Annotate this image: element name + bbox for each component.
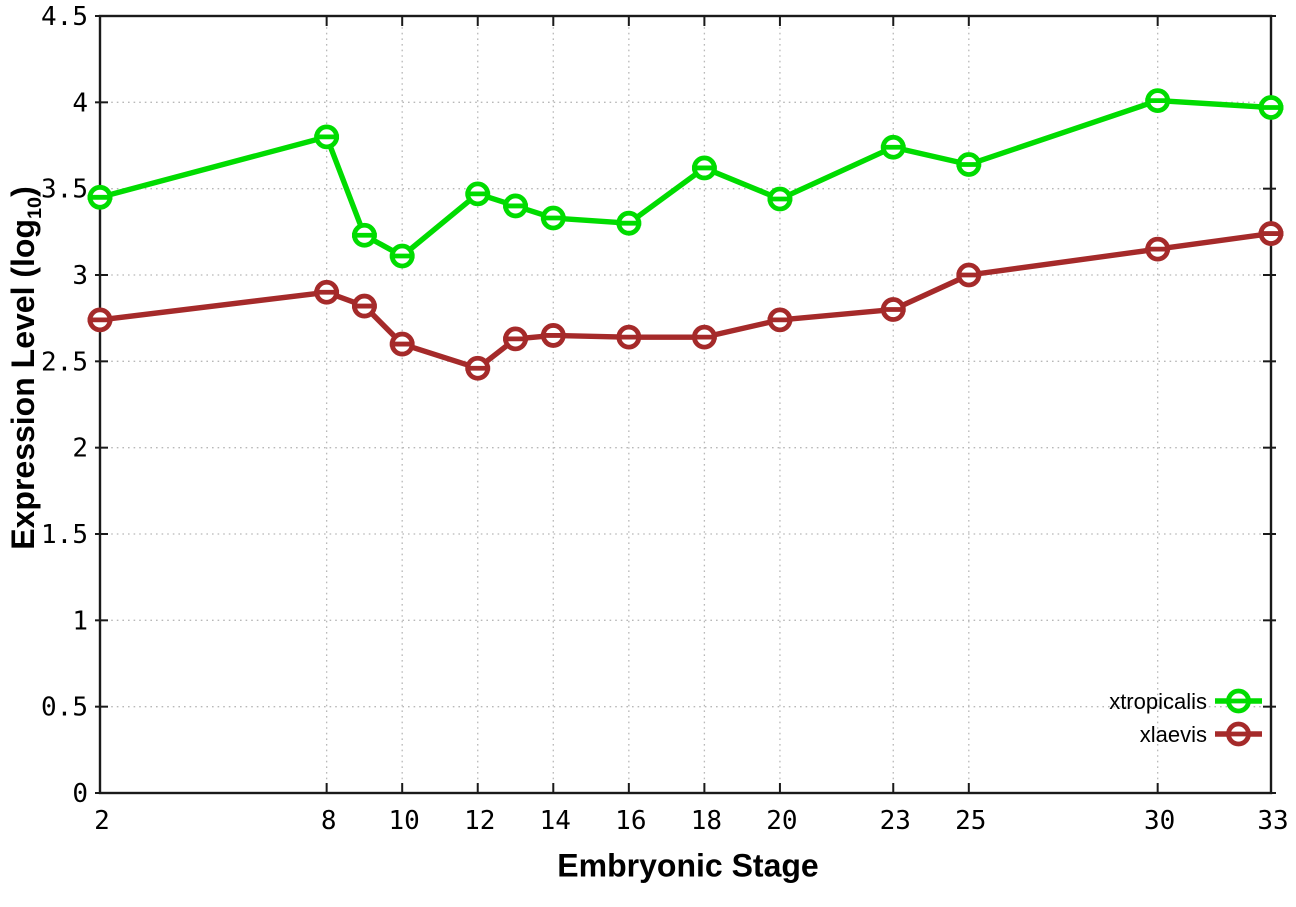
y-axis-title: Expression Level (log10) — [5, 186, 47, 549]
y-tick-label: 4.5 — [41, 2, 88, 32]
x-tick-label: 10 — [389, 806, 420, 836]
y-axis-title-suffix: ) — [4, 186, 41, 197]
x-tick-label: 12 — [464, 806, 495, 836]
x-tick-label: 16 — [615, 806, 646, 836]
legend-label-xlaevis: xlaevis — [1140, 722, 1207, 747]
x-tick-label: 33 — [1257, 806, 1288, 836]
y-tick-label: 0 — [72, 779, 88, 809]
x-tick-label: 2 — [94, 806, 110, 836]
y-tick-label: 3 — [72, 261, 88, 291]
y-tick-label: 1 — [72, 606, 88, 636]
y-axis-title-subscript: 10 — [24, 196, 47, 219]
y-axis-title-text: Expression Level (log — [4, 218, 41, 550]
x-axis-title: Embryonic Stage — [557, 847, 819, 884]
series-line-xlaevis — [97, 230, 1274, 371]
x-tick-label: 20 — [766, 806, 797, 836]
series-line-xtropicalis — [97, 97, 1274, 259]
y-tick-label: 2.5 — [41, 347, 88, 377]
y-tick-label: 1.5 — [41, 520, 88, 550]
x-tick-label: 25 — [955, 806, 986, 836]
x-tick-label: 30 — [1144, 806, 1175, 836]
y-tick-label: 4 — [72, 88, 88, 118]
x-tick-label: 8 — [321, 806, 337, 836]
y-tick-label: 3.5 — [41, 175, 88, 205]
x-tick-label: 14 — [540, 806, 571, 836]
y-tick-label: 2 — [72, 434, 88, 464]
plot-border — [98, 14, 1273, 795]
y-tick-label: 0.5 — [41, 693, 88, 723]
x-tick-label: 18 — [691, 806, 722, 836]
x-tick-label: 23 — [880, 806, 911, 836]
legend-label-xtropicalis: xtropicalis — [1109, 689, 1207, 714]
